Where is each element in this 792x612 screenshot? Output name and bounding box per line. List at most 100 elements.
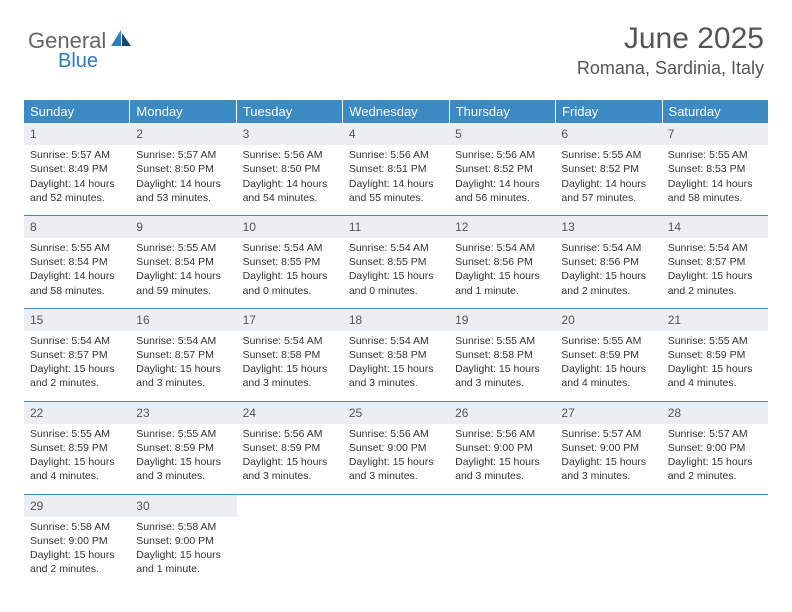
sunrise-text: Sunrise: 5:55 AM — [668, 148, 762, 162]
sunrise-text: Sunrise: 5:56 AM — [349, 427, 443, 441]
day-number: 28 — [662, 402, 768, 424]
sunrise-text: Sunrise: 5:57 AM — [136, 148, 230, 162]
day-cell: 9Sunrise: 5:55 AMSunset: 8:54 PMDaylight… — [130, 216, 236, 308]
daylight-text-2: and 2 minutes. — [561, 284, 655, 298]
day-number: 26 — [449, 402, 555, 424]
sunset-text: Sunset: 8:54 PM — [30, 255, 124, 269]
weeks-container: 1Sunrise: 5:57 AMSunset: 8:49 PMDaylight… — [24, 123, 768, 586]
week-row: 15 Sunrise: 5:54 AMSunset: 8:57 PMDayligh… — [24, 308, 768, 401]
daylight-text-1: Daylight: 15 hours — [349, 362, 443, 376]
sunrise-text: Sunrise: 5:54 AM — [561, 241, 655, 255]
sunset-text: Sunset: 8:51 PM — [349, 162, 443, 176]
sunset-text: Sunset: 8:59 PM — [668, 348, 762, 362]
daylight-text-2: and 52 minutes. — [30, 191, 124, 205]
daylight-text-2: and 2 minutes. — [30, 376, 124, 390]
daylight-text-1: Daylight: 15 hours — [561, 269, 655, 283]
day-cell: 26Sunrise: 5:56 AMSunset: 9:00 PMDayligh… — [449, 402, 555, 494]
day-number: 11 — [343, 216, 449, 238]
day-cell: 13Sunrise: 5:54 AMSunset: 8:56 PMDayligh… — [555, 216, 661, 308]
week-row: 1Sunrise: 5:57 AMSunset: 8:49 PMDaylight… — [24, 123, 768, 215]
sunset-text: Sunset: 8:57 PM — [668, 255, 762, 269]
day-body: Sunrise: 5:54 AMSunset: 8:57 PMDaylight:… — [24, 334, 130, 391]
daylight-text-1: Daylight: 14 hours — [455, 177, 549, 191]
day-number: 27 — [555, 402, 661, 424]
day-number: 6 — [555, 123, 661, 145]
daylight-text-2: and 3 minutes. — [243, 376, 337, 390]
daylight-text-1: Daylight: 14 hours — [668, 177, 762, 191]
sunrise-text: Sunrise: 5:54 AM — [243, 334, 337, 348]
daylight-text-2: and 53 minutes. — [136, 191, 230, 205]
day-cell: .. — [237, 495, 343, 587]
day-body: Sunrise: 5:55 AMSunset: 8:54 PMDaylight:… — [130, 241, 236, 298]
logo-sail-icon — [109, 28, 133, 48]
sunrise-text: Sunrise: 5:55 AM — [30, 427, 124, 441]
sunrise-text: Sunrise: 5:55 AM — [668, 334, 762, 348]
day-number: 7 — [662, 123, 768, 145]
day-body: Sunrise: 5:56 AMSunset: 8:59 PMDaylight:… — [237, 427, 343, 484]
day-body: Sunrise: 5:54 AMSunset: 8:56 PMDaylight:… — [449, 241, 555, 298]
month-title: June 2025 — [577, 22, 764, 56]
day-cell: 11Sunrise: 5:54 AMSunset: 8:55 PMDayligh… — [343, 216, 449, 308]
sunrise-text: Sunrise: 5:54 AM — [349, 241, 443, 255]
sunset-text: Sunset: 8:59 PM — [136, 441, 230, 455]
sunset-text: Sunset: 8:59 PM — [561, 348, 655, 362]
daylight-text-2: and 3 minutes. — [349, 376, 443, 390]
day-body: Sunrise: 5:57 AMSunset: 9:00 PMDaylight:… — [662, 427, 768, 484]
day-cell: 2Sunrise: 5:57 AMSunset: 8:50 PMDaylight… — [130, 123, 236, 215]
day-cell: 20Sunrise: 5:55 AMSunset: 8:59 PMDayligh… — [555, 309, 661, 401]
daylight-text-2: and 2 minutes. — [30, 562, 124, 576]
day-body: Sunrise: 5:55 AMSunset: 8:58 PMDaylight:… — [449, 334, 555, 391]
day-cell: 22Sunrise: 5:55 AMSunset: 8:59 PMDayligh… — [24, 402, 130, 494]
day-body: Sunrise: 5:55 AMSunset: 8:59 PMDaylight:… — [24, 427, 130, 484]
title-block: June 2025 Romana, Sardinia, Italy — [577, 22, 764, 79]
sunrise-text: Sunrise: 5:54 AM — [30, 334, 124, 348]
day-body: Sunrise: 5:56 AMSunset: 8:50 PMDaylight:… — [237, 148, 343, 205]
daylight-text-2: and 4 minutes. — [668, 376, 762, 390]
day-header: Wednesday — [343, 100, 449, 123]
daylight-text-1: Daylight: 15 hours — [349, 455, 443, 469]
daylight-text-1: Daylight: 14 hours — [243, 177, 337, 191]
sunset-text: Sunset: 8:58 PM — [455, 348, 549, 362]
daylight-text-2: and 4 minutes. — [561, 376, 655, 390]
sunset-text: Sunset: 8:52 PM — [455, 162, 549, 176]
sunrise-text: Sunrise: 5:56 AM — [349, 148, 443, 162]
week-row: 22Sunrise: 5:55 AMSunset: 8:59 PMDayligh… — [24, 401, 768, 494]
daylight-text-1: Daylight: 15 hours — [668, 362, 762, 376]
logo: General Blue — [28, 28, 133, 54]
day-cell: 10Sunrise: 5:54 AMSunset: 8:55 PMDayligh… — [237, 216, 343, 308]
sunset-text: Sunset: 8:50 PM — [243, 162, 337, 176]
sunset-text: Sunset: 8:55 PM — [349, 255, 443, 269]
daylight-text-1: Daylight: 15 hours — [136, 548, 230, 562]
day-body: Sunrise: 5:55 AMSunset: 8:52 PMDaylight:… — [555, 148, 661, 205]
day-number: 15 — [24, 309, 130, 331]
daylight-text-1: Daylight: 15 hours — [561, 455, 655, 469]
daylight-text-2: and 3 minutes. — [243, 469, 337, 483]
day-body: Sunrise: 5:55 AMSunset: 8:59 PMDaylight:… — [555, 334, 661, 391]
sunrise-text: Sunrise: 5:56 AM — [455, 148, 549, 162]
daylight-text-1: Daylight: 14 hours — [30, 269, 124, 283]
week-row: 8Sunrise: 5:55 AMSunset: 8:54 PMDaylight… — [24, 215, 768, 308]
sunrise-text: Sunrise: 5:57 AM — [668, 427, 762, 441]
daylight-text-2: and 56 minutes. — [455, 191, 549, 205]
sunset-text: Sunset: 9:00 PM — [561, 441, 655, 455]
day-cell: .. — [662, 495, 768, 587]
day-cell: 16Sunrise: 5:54 AMSunset: 8:57 PMDayligh… — [130, 309, 236, 401]
daylight-text-2: and 3 minutes. — [455, 376, 549, 390]
day-header: Friday — [556, 100, 662, 123]
daylight-text-2: and 0 minutes. — [243, 284, 337, 298]
daylight-text-1: Daylight: 14 hours — [349, 177, 443, 191]
daylight-text-1: Daylight: 15 hours — [136, 455, 230, 469]
daylight-text-1: Daylight: 15 hours — [30, 455, 124, 469]
day-cell: 1Sunrise: 5:57 AMSunset: 8:49 PMDaylight… — [24, 123, 130, 215]
day-cell: 30Sunrise: 5:58 AMSunset: 9:00 PMDayligh… — [130, 495, 236, 587]
daylight-text-2: and 58 minutes. — [668, 191, 762, 205]
day-header: Saturday — [663, 100, 768, 123]
sunrise-text: Sunrise: 5:57 AM — [561, 427, 655, 441]
day-header: Monday — [130, 100, 236, 123]
daylight-text-1: Daylight: 15 hours — [455, 455, 549, 469]
day-number: 12 — [449, 216, 555, 238]
day-header: Tuesday — [237, 100, 343, 123]
daylight-text-2: and 1 minute. — [136, 562, 230, 576]
sunrise-text: Sunrise: 5:58 AM — [30, 520, 124, 534]
sunrise-text: Sunrise: 5:54 AM — [668, 241, 762, 255]
